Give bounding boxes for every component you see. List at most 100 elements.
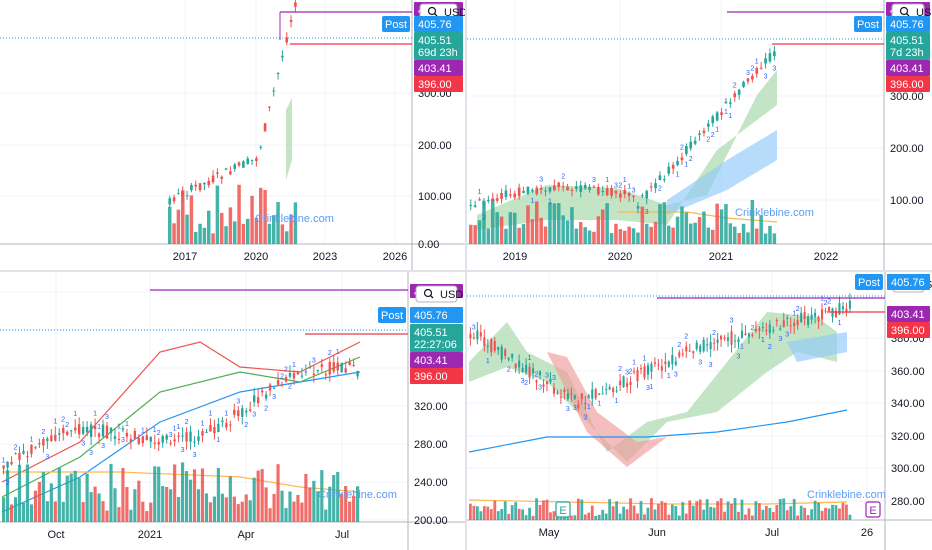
search-icon[interactable] — [434, 13, 438, 17]
volume-bar — [482, 200, 486, 244]
candle-body — [308, 367, 312, 369]
volume-bar — [754, 501, 758, 520]
candle-body — [276, 380, 280, 385]
volume-bar — [680, 206, 684, 244]
candle-body — [707, 123, 710, 127]
candle-body — [469, 334, 472, 339]
candle-body — [513, 193, 517, 198]
sequence-count-label: 3 — [472, 324, 476, 331]
volume-bar — [220, 212, 224, 244]
post-market-badge[interactable] — [378, 307, 406, 323]
post-market-badge[interactable] — [854, 16, 882, 32]
candle-body — [165, 435, 168, 440]
search-icon[interactable] — [430, 295, 434, 299]
volume-bar — [675, 216, 680, 244]
volume-bar — [207, 210, 211, 244]
candle-body — [845, 308, 848, 312]
candle-body — [203, 182, 206, 185]
volume-bar — [565, 220, 570, 244]
volume-bar — [165, 487, 169, 522]
purple-price-tag-text: 403.41 — [418, 63, 452, 75]
candle-body — [713, 342, 716, 344]
volume-bar — [215, 185, 220, 244]
post-market-badge[interactable] — [855, 274, 883, 290]
candle-body — [521, 367, 524, 372]
volume-bar — [778, 499, 782, 520]
earnings-event-marker[interactable]: E — [555, 501, 571, 518]
earnings-event-marker[interactable]: E — [865, 501, 881, 518]
search-icon[interactable] — [899, 6, 909, 16]
candle-body — [650, 363, 653, 372]
volume-bar — [579, 222, 583, 244]
volume-bar — [629, 498, 632, 520]
currency-unit-button[interactable]: USD — [415, 285, 463, 303]
sequence-count-label: 1 — [97, 424, 101, 431]
volume-bar — [212, 496, 217, 522]
candle-body — [831, 308, 834, 317]
volume-bar — [508, 212, 513, 244]
candle-body — [522, 190, 525, 194]
volume-bar — [677, 515, 681, 520]
sequence-count-label: 1 — [820, 295, 824, 302]
candle-body — [723, 337, 726, 339]
volume-bar — [29, 504, 34, 522]
chart-panel-top-left[interactable]: Crinklebine.com 100.00 200.00 300.00 0.00 201… — [0, 0, 465, 270]
search-icon[interactable] — [906, 13, 910, 17]
time-tick-label: 2020 — [608, 251, 632, 263]
volume-bar — [328, 486, 332, 522]
volume-bar — [472, 505, 476, 520]
search-icon[interactable] — [427, 6, 437, 16]
candle-body — [476, 330, 479, 340]
candle-body — [796, 320, 799, 325]
sequence-count-label: 3 — [573, 405, 577, 412]
chart-svg-tl[interactable]: Crinklebine.com100.00200.00300.000.00201… — [0, 0, 465, 270]
price-tick-label: 200.00 — [418, 140, 452, 152]
indicator-cloud — [787, 332, 847, 362]
search-icon[interactable] — [899, 6, 910, 17]
volume-bar — [845, 504, 848, 520]
volume-bar — [618, 229, 623, 244]
candle-body — [288, 372, 292, 377]
moving-average-line — [468, 409, 848, 453]
search-icon[interactable] — [423, 288, 434, 299]
volume-bar — [820, 510, 824, 520]
candle-body — [54, 434, 57, 441]
candle-body — [268, 106, 271, 108]
volume-bar — [838, 508, 841, 520]
candle-body — [2, 465, 5, 469]
search-icon[interactable] — [423, 288, 433, 298]
volume-bar — [514, 502, 518, 520]
horizontal-splitter[interactable] — [0, 270, 932, 272]
earnings-event-box[interactable] — [865, 501, 881, 518]
chart-panel-top-right[interactable]: 1 2 1 3 1 2 3 1 3 2 1 1 3 3 2 1 2 1 2 2 2 1 1 1 2 3 2 1 3 3 Crinklebin… — [467, 0, 932, 270]
candle-body — [81, 427, 85, 434]
earnings-event-label: E — [559, 505, 566, 517]
volume-bar — [535, 498, 538, 520]
candle-body — [594, 389, 597, 399]
sequence-count-label: 3 — [709, 362, 713, 369]
candle-body — [121, 428, 125, 430]
volume-bar — [646, 507, 650, 520]
volume-bar — [792, 499, 796, 520]
volume-bar — [539, 217, 543, 244]
volume-bar — [636, 513, 639, 520]
earnings-event-box[interactable] — [555, 501, 571, 518]
volume-bar — [192, 469, 197, 522]
search-icon[interactable] — [427, 6, 438, 17]
volume-bar — [543, 226, 548, 244]
volume-bar — [293, 202, 298, 244]
volume-bar — [521, 224, 526, 244]
candle-body — [614, 190, 618, 194]
sequence-count-label: 3 — [181, 447, 185, 454]
volume-bar — [688, 500, 692, 520]
volume-bar — [507, 513, 511, 520]
volume-bar — [719, 209, 724, 244]
vertical-splitter[interactable] — [465, 0, 467, 550]
post-market-badge[interactable] — [382, 16, 410, 32]
